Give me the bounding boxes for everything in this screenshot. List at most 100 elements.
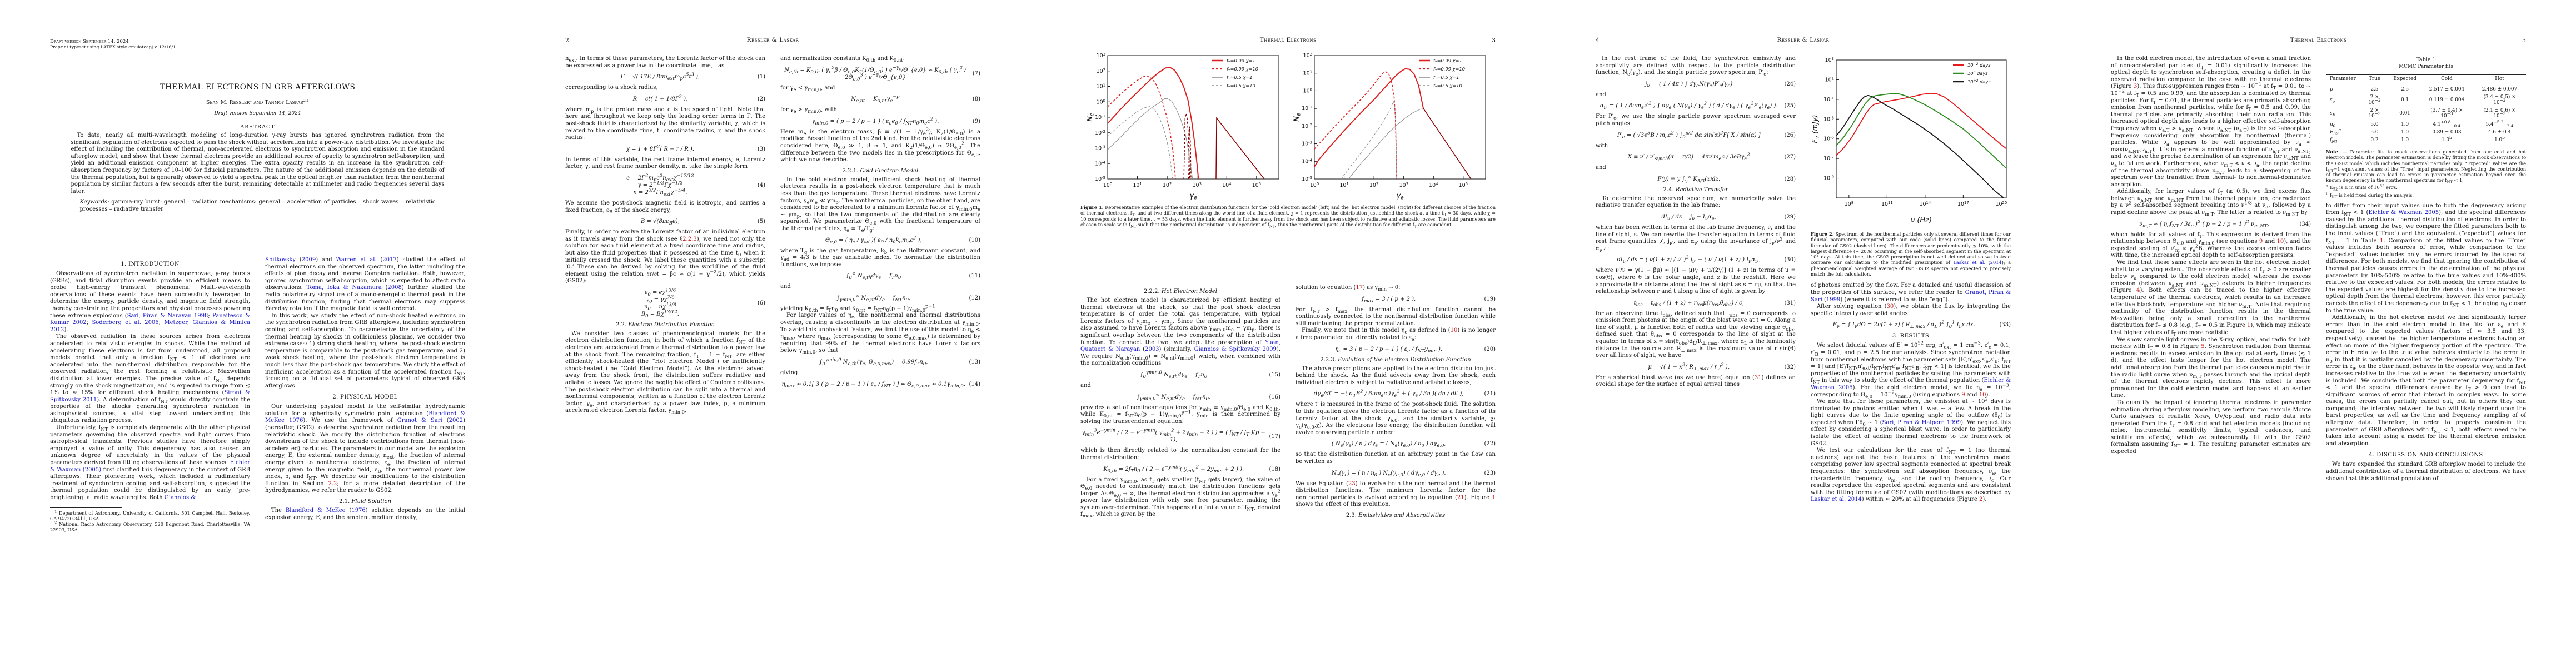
- table-cell: 5.0: [2370, 130, 2379, 136]
- citation-link[interactable]: Blandford & McKee 1976: [265, 410, 465, 424]
- equation-body: μ = √( 1 − x2( R⊥,max ∕ r )2 ),: [1648, 361, 1730, 371]
- internal-ref-link[interactable]: 10: [2276, 238, 2284, 245]
- internal-ref-link[interactable]: 9: [1961, 391, 1965, 398]
- equation-body: dIν ∕ ds = jν − Iναν,: [1661, 213, 1716, 221]
- paragraph: In the cold electron model, the introduc…: [2111, 56, 2311, 188]
- equation-body: Ne,nt = K0,ntγe−p: [851, 93, 900, 104]
- citation-link[interactable]: Giannios &: [164, 495, 196, 501]
- paragraph: for an observing time tobs, defined such…: [1596, 310, 1796, 359]
- citation-link[interactable]: Sari, Piran & Halpern 1999: [1882, 419, 1961, 426]
- svg-text:10-2​: 10-2​: [1095, 130, 1105, 136]
- internal-ref-link[interactable]: 2.2: [328, 480, 337, 487]
- citation-link[interactable]: Granot & Sari: [397, 417, 442, 424]
- internal-ref-link[interactable]: 10: [1450, 327, 1458, 334]
- citation-link[interactable]: 2002: [449, 417, 464, 424]
- preprint-line: Preprint typeset using LATEX style emula…: [50, 44, 179, 49]
- citation-link[interactable]: 2003: [1145, 346, 1159, 353]
- citation-link[interactable]: Sironi & Spitkovsky 2011: [50, 390, 250, 403]
- svg-text:fT​=0.5 χ=1: fT​=0.5 χ=1: [1227, 74, 1253, 82]
- paragraph: To determine the observed spectrum, we n…: [1596, 195, 1796, 209]
- citation-link[interactable]: Toma, Ioka & Nakamura: [306, 285, 382, 291]
- internal-ref-link[interactable]: 3: [2133, 83, 2137, 90]
- internal-ref-link[interactable]: 30: [1886, 303, 1894, 310]
- citation-link[interactable]: Eichler & Waxman 2005: [1811, 377, 2011, 391]
- draft-version-line: Draft version September 14, 2024: [50, 39, 129, 44]
- internal-ref-link[interactable]: 17: [1356, 285, 1363, 291]
- equation: R = ct( 1 + 1∕8Γ2 ), (2): [565, 94, 765, 103]
- citation-link[interactable]: Soderberg et al. 2006: [92, 320, 159, 326]
- running-title: Ressler & Laskar: [1777, 37, 1830, 43]
- citation-link[interactable]: Sari, Piran & Narayan 1998: [127, 312, 208, 319]
- svg-text:103​: 103​: [1192, 182, 1201, 188]
- equation: χ = 1 + 8Γ2( R − r ∕ R ). (3): [565, 144, 765, 153]
- svg-text:100​: 100​: [1309, 182, 1318, 188]
- internal-ref-link[interactable]: 1: [1492, 494, 1496, 501]
- paragraph: and normalization constants K0,th and K0…: [780, 56, 905, 63]
- equation-number: (16): [1269, 394, 1280, 400]
- table-column-header: Hot: [2473, 74, 2526, 83]
- citation-link[interactable]: 1976: [351, 507, 366, 514]
- internal-ref-link[interactable]: 2.2.3: [682, 236, 697, 242]
- svg-text:100​: 100​: [1103, 182, 1112, 188]
- equation-number: (4): [757, 182, 765, 188]
- page-5-left-column: In the cold electron model, the introduc…: [2111, 56, 2311, 633]
- equation: ∫0∞ Ne,thdγe = fTn0 (11): [780, 271, 980, 280]
- paragraph: The Blandford & McKee (1976) solution de…: [265, 507, 465, 521]
- table-cell: 2 × 10−3: [2368, 108, 2381, 120]
- equation-body: Ne,th = K0,th ( γe2β ∕ Θe,0K2(1∕Θe,0) ) …: [784, 64, 966, 82]
- citation-link[interactable]: Laskar et al.: [1953, 260, 1986, 266]
- citation-link[interactable]: Laskar et al. 2014: [1811, 496, 1862, 503]
- internal-ref-link[interactable]: 2: [1979, 496, 1983, 503]
- internal-ref-link[interactable]: 1: [2380, 237, 2384, 244]
- citation-link[interactable]: 2008: [387, 285, 402, 291]
- equation: ( Ne(γe) ∕ n ) dγe = ( Ne(γe,0) ∕ n0 ) d…: [1296, 440, 1496, 447]
- paragraph: For larger values of ηe, the nonthermal …: [780, 312, 980, 355]
- internal-ref-link[interactable]: 9: [2259, 238, 2263, 245]
- citation-link[interactable]: Granot, Piran & Sari: [1811, 289, 2011, 303]
- citation-link[interactable]: Metzger, Giannios & Mimica 2012: [50, 320, 250, 333]
- citation-link[interactable]: Spitkovsky: [265, 257, 296, 263]
- svg-text:Ne​: Ne​: [1086, 113, 1095, 122]
- internal-ref-link[interactable]: 4: [2136, 287, 2140, 294]
- citation-link[interactable]: Panaitescu & Kumar 2002: [50, 312, 250, 326]
- table-cell: p: [2330, 86, 2333, 92]
- citation-link[interactable]: 2014: [1990, 260, 2002, 266]
- equation: ymin3e−ymin ∕ ( 2 − e−ymin( ymin2 + 2ymi…: [1080, 428, 1280, 444]
- citation-link[interactable]: Eichler & Waxman (2005): [50, 460, 250, 473]
- svg-text:1014​: 1014​: [1919, 201, 1931, 207]
- citation-link[interactable]: 2009: [301, 257, 316, 263]
- equation: ∫0γmin,0 Ne,th(γe, Θe,0,max) = 0.99fTn0,…: [780, 357, 980, 366]
- svg-text:γe​: γe​: [1189, 192, 1197, 201]
- citation-link[interactable]: Blandford & McKee: [285, 507, 346, 514]
- equation-body: ηe = 3 ( p − 2 ∕ p − 1 ) ( εe ∕ fNTymin …: [1335, 346, 1443, 354]
- table-cell: 0.89 ± 0.03: [2432, 130, 2462, 136]
- subsection-heading: 2.2. Electron Distribution Function: [616, 321, 715, 328]
- citation-link[interactable]: Yuan, Quataert & Narayan: [1080, 339, 1280, 353]
- internal-ref-link[interactable]: 23: [1348, 480, 1356, 487]
- keywords: Keywords: gamma-ray burst: general – rad…: [80, 199, 436, 213]
- table-row: p 2.5 2.5 2.517 ± 0.004 2.486 ± 0.007: [2326, 83, 2526, 93]
- table-column-header: Parameter: [2326, 74, 2360, 83]
- paragraph: Finally, we note that in this model ηe a…: [1296, 327, 1496, 342]
- internal-ref-link[interactable]: 31: [1754, 374, 1762, 381]
- paragraph: For fNT > fmax, the thermal distribution…: [1296, 306, 1496, 327]
- table-column-header: Expected: [2389, 74, 2420, 83]
- paragraph: so that the distribution function at an …: [1296, 451, 1496, 465]
- page-number: 2: [565, 37, 569, 44]
- paragraph: The hot electron model is characterized …: [1080, 297, 1280, 367]
- equation-number: (3): [757, 146, 765, 152]
- section-heading: 4. DISCUSSION AND CONCLUSIONS: [2369, 452, 2483, 459]
- equation-number: (13): [969, 359, 980, 366]
- paragraph: provides a set of nonlinear equations fo…: [1080, 404, 1280, 425]
- internal-ref-link[interactable]: 21: [1457, 494, 1464, 501]
- keywords-text: gamma-ray burst: general – radiation mec…: [79, 199, 436, 212]
- internal-ref-link[interactable]: 10: [1979, 391, 1986, 398]
- internal-ref-link[interactable]: 5: [2201, 344, 2205, 350]
- citation-link[interactable]: Warren et al.: [336, 257, 377, 263]
- citation-link[interactable]: Giannios & Spitkovsky 2009: [1194, 346, 1277, 353]
- citation-link[interactable]: 2017: [382, 257, 397, 263]
- citation-link[interactable]: Eichler & Waxman 2005: [2368, 210, 2439, 216]
- internal-ref-link[interactable]: 1: [2246, 322, 2251, 329]
- svg-text:104​: 104​: [1429, 182, 1438, 188]
- citation-link[interactable]: 1999: [1826, 296, 1841, 303]
